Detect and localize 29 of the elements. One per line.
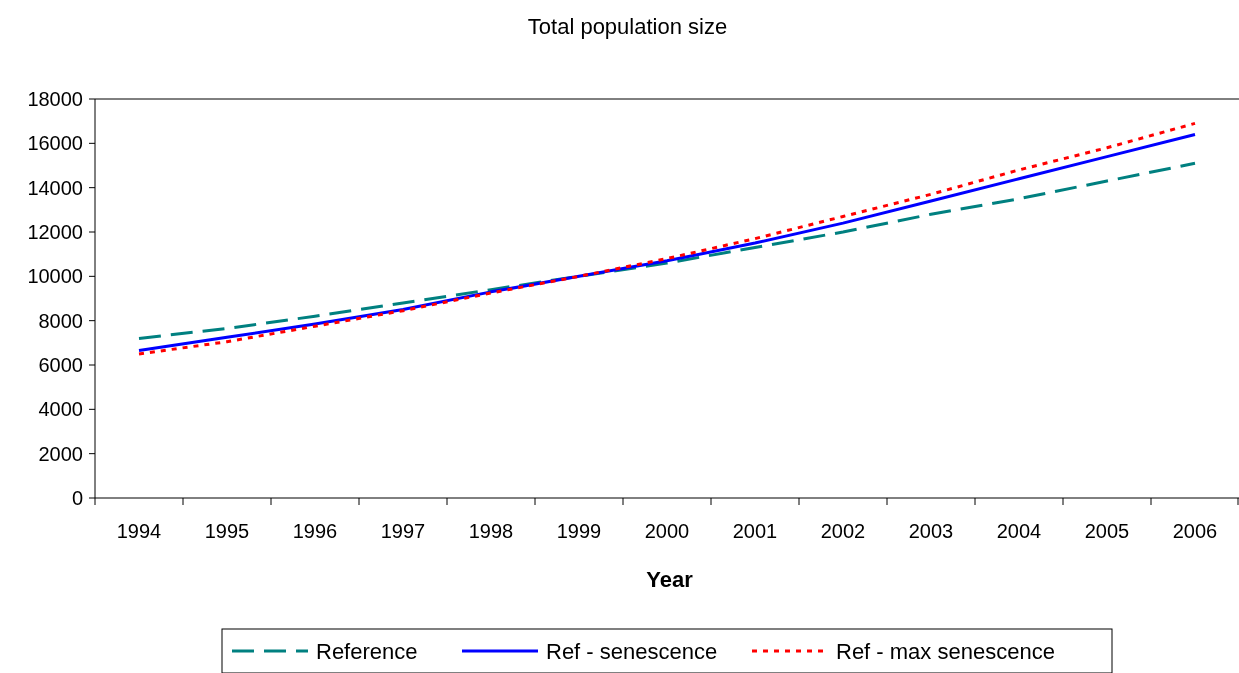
- y-tick-label: 2000: [38, 442, 83, 465]
- x-tick-label: 1998: [468, 520, 514, 542]
- y-tick-label: 4000: [38, 398, 83, 421]
- x-tick-label: 2005: [1084, 520, 1130, 542]
- y-tick-label: 8000: [38, 309, 83, 332]
- x-tick-label: 1996: [292, 520, 338, 542]
- legend-label: Ref - max senescence: [836, 638, 1055, 664]
- x-tick-label: 2001: [732, 520, 778, 542]
- y-tick-label: 14000: [27, 176, 83, 199]
- legend-label: Reference: [316, 638, 418, 664]
- y-tick-label: 12000: [27, 221, 83, 243]
- x-tick-label: 2000: [644, 520, 690, 542]
- legend-label: Ref - senescence: [546, 638, 718, 664]
- x-tick-label: 2002: [820, 520, 866, 542]
- x-axis-title: Year: [646, 567, 694, 592]
- x-tick-label: 1999: [556, 520, 602, 542]
- x-tick-label: 1997: [380, 520, 426, 542]
- x-tick-label: 1994: [116, 520, 162, 542]
- x-tick-label: 2006: [1172, 520, 1218, 542]
- y-tick-label: 0: [71, 487, 83, 509]
- x-tick-label: 2004: [996, 520, 1042, 542]
- y-tick-label: 6000: [38, 354, 83, 376]
- chart-title: Total population size: [527, 14, 728, 39]
- line-series: [137, 161, 1197, 340]
- x-tick-label: 2003: [908, 520, 954, 542]
- y-tick-label: 10000: [27, 265, 83, 288]
- y-tick-label: 18000: [27, 88, 83, 110]
- x-tick-label: 1995: [204, 520, 250, 542]
- y-tick-label: 16000: [27, 132, 83, 155]
